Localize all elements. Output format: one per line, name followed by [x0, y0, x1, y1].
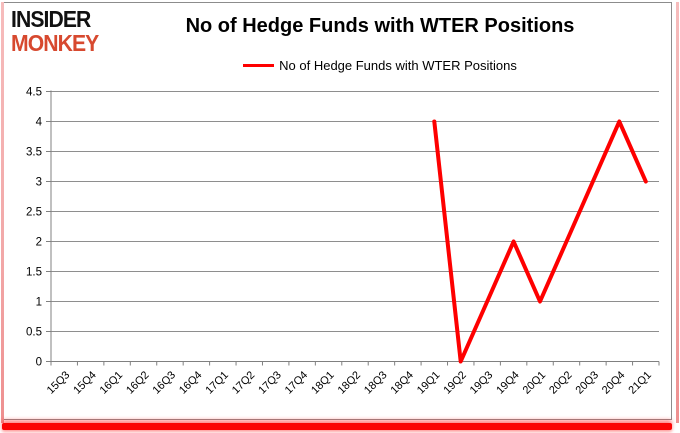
- frame-edge-right: [676, 2, 679, 423]
- x-tick-label: 17Q3: [256, 369, 284, 397]
- x-tick-label: 17Q4: [283, 369, 311, 397]
- x-tick-label: 16Q3: [151, 369, 179, 397]
- x-tick-label: 15Q3: [45, 369, 73, 397]
- x-tick-label: 16Q4: [177, 369, 205, 397]
- logo-text-monkey: MONKEY: [11, 30, 99, 56]
- x-tick-label: 18Q1: [309, 369, 337, 397]
- y-tick-label: 3: [36, 177, 42, 189]
- frame-edge-bottom: [2, 423, 672, 430]
- x-tick-label: 16Q2: [124, 369, 152, 397]
- x-tick-label: 16Q1: [98, 369, 126, 397]
- x-tick-label: 15Q4: [71, 369, 99, 397]
- y-tick-label: 2.5: [26, 207, 42, 219]
- y-tick-label: 4.5: [26, 87, 42, 99]
- y-tick-label: 3.5: [26, 147, 42, 159]
- x-tick-label: 19Q4: [494, 369, 522, 397]
- frame-edge-left: [1, 2, 4, 423]
- y-tick-label: 0: [36, 357, 42, 369]
- y-tick-label: 1.5: [26, 267, 42, 279]
- x-tick-label: 19Q2: [441, 369, 469, 397]
- legend: No of Hedge Funds with WTER Positions: [110, 58, 650, 73]
- x-tick-label: 17Q2: [230, 369, 258, 397]
- y-tick-label: 4: [36, 117, 43, 129]
- series-line: [432, 119, 648, 364]
- y-tick-label: 2: [36, 237, 42, 249]
- x-tick-label: 18Q4: [388, 369, 416, 397]
- insider-monkey-logo: INSIDER MONKEY: [11, 6, 99, 56]
- x-tick-label: 21Q1: [626, 369, 654, 397]
- logo-text-insider: INSIDER: [11, 6, 91, 32]
- x-tick-label: 20Q2: [547, 369, 575, 397]
- x-tick-label: 20Q1: [521, 369, 549, 397]
- x-tick-label: 20Q4: [600, 369, 628, 397]
- chart-title: No of Hedge Funds with WTER Positions: [185, 15, 575, 37]
- x-tick-label: 19Q3: [468, 369, 496, 397]
- x-tick-label: 17Q1: [203, 369, 231, 397]
- y-tick-label: 0.5: [26, 327, 42, 339]
- legend-label: No of Hedge Funds with WTER Positions: [279, 58, 517, 73]
- x-tick-label: 19Q1: [415, 369, 443, 397]
- x-tick-label: 18Q3: [362, 369, 390, 397]
- y-tick-label: 1: [36, 297, 42, 309]
- legend-line-icon: [243, 64, 275, 67]
- x-tick-label: 18Q2: [336, 369, 364, 397]
- x-tick-label: 20Q3: [574, 369, 602, 397]
